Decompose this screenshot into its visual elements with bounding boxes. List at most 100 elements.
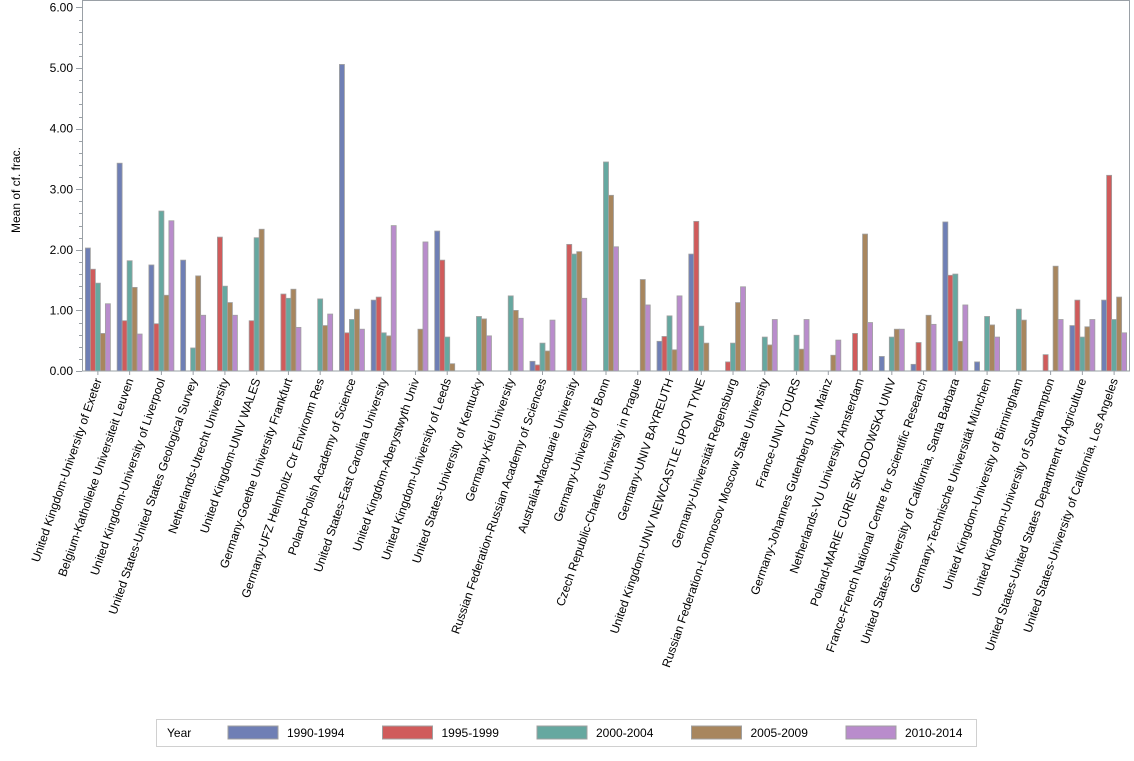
- bar-2010-2014: [168, 220, 175, 372]
- bar-1990-1994: [116, 162, 123, 372]
- bar-1995-1999: [89, 268, 96, 372]
- bar-2005-2009: [639, 279, 646, 372]
- bar-2010-2014: [1057, 319, 1064, 372]
- bar-2005-2009: [322, 325, 329, 372]
- bar-2005-2009: [830, 354, 837, 372]
- bar-2010-2014: [803, 319, 810, 372]
- bar-2005-2009: [512, 310, 519, 372]
- bar-2010-2014: [486, 335, 492, 372]
- bar-2005-2009: [354, 308, 360, 372]
- legend-label: 2000-2004: [596, 726, 654, 740]
- bar-1990-1994: [1101, 299, 1108, 372]
- bar-2010-2014: [104, 303, 111, 372]
- bar-2005-2009: [608, 194, 614, 372]
- bar-2000-2004: [190, 347, 197, 372]
- bar-2005-2009: [449, 363, 456, 372]
- bars-layer: [84, 64, 1128, 372]
- y-axis-label: Mean of cf. frac.: [9, 147, 23, 233]
- bar-2010-2014: [200, 314, 207, 372]
- bar-1990-1994: [339, 64, 345, 372]
- legend-label: 2010-2014: [905, 726, 963, 740]
- bar-1995-1999: [1042, 354, 1049, 372]
- bar-2005-2009: [290, 288, 297, 372]
- bar-2005-2009: [989, 324, 995, 372]
- bar-1990-1994: [910, 363, 917, 372]
- bar-2000-2004: [730, 342, 736, 372]
- bar-1995-1999: [725, 361, 731, 372]
- bar-1990-1994: [1069, 325, 1076, 372]
- bar-2005-2009: [481, 318, 487, 372]
- y-tick-label: 0.00: [50, 364, 74, 378]
- bar-2005-2009: [131, 286, 138, 372]
- bar-2010-2014: [359, 328, 365, 372]
- bar-2000-2004: [253, 237, 260, 372]
- bar-1990-1994: [942, 221, 949, 372]
- bar-2005-2009: [576, 251, 583, 372]
- bar-2005-2009: [385, 335, 392, 372]
- bar-2010-2014: [232, 314, 238, 372]
- bar-2010-2014: [1089, 319, 1096, 372]
- legend-swatch-1990-1994: [227, 725, 279, 740]
- bar-2005-2009: [227, 302, 233, 372]
- bar-2005-2009: [893, 328, 900, 372]
- bar-2010-2014: [136, 333, 143, 372]
- bar-2010-2014: [295, 326, 302, 372]
- bar-2010-2014: [994, 336, 1000, 372]
- y-tick-label: 5.00: [50, 61, 74, 75]
- bar-1995-1999: [1074, 299, 1081, 372]
- bar-2010-2014: [898, 328, 905, 372]
- bar-1990-1994: [656, 340, 663, 372]
- bar-2005-2009: [163, 294, 170, 372]
- bar-2000-2004: [1079, 336, 1086, 372]
- bar-2005-2009: [703, 342, 710, 372]
- bar-1990-1994: [434, 230, 441, 372]
- bar-1995-1999: [121, 320, 128, 372]
- bar-2010-2014: [644, 304, 651, 372]
- bar-2005-2009: [798, 348, 805, 372]
- bar-1995-1999: [566, 243, 573, 372]
- bar-2010-2014: [930, 323, 937, 372]
- bar-1995-1999: [280, 293, 287, 372]
- legend-label: 1995-1999: [442, 726, 500, 740]
- bar-1990-1994: [370, 299, 377, 372]
- bar-2010-2014: [549, 319, 556, 372]
- bar-2000-2004: [349, 319, 355, 372]
- y-tick-label: 2.00: [50, 243, 74, 257]
- legend-title: Year: [167, 726, 191, 740]
- bar-1995-1999: [153, 323, 160, 372]
- y-axis: 0.00 1.00 2.00 3.00 4.00 5.00 6.00: [50, 1, 82, 378]
- bar-2010-2014: [581, 297, 588, 372]
- bar-2010-2014: [517, 317, 524, 372]
- bar-2000-2004: [285, 297, 292, 372]
- legend-swatch-2000-2004: [536, 725, 588, 740]
- bar-2000-2004: [158, 210, 165, 372]
- legend-swatch-1995-1999: [382, 725, 433, 740]
- bar-2010-2014: [962, 304, 969, 372]
- x-tick-label: Netherlands-Utrecht University: [165, 376, 231, 535]
- bar-2000-2004: [380, 332, 387, 372]
- bar-1995-1999: [661, 336, 668, 372]
- bar-1995-1999: [439, 259, 446, 372]
- bar-1995-1999: [852, 333, 858, 372]
- y-tick-label: 1.00: [50, 303, 74, 317]
- bar-1995-1999: [915, 342, 922, 372]
- bar-2000-2004: [666, 315, 673, 372]
- bar-2010-2014: [1121, 332, 1128, 372]
- bar-2010-2014: [867, 322, 873, 372]
- bar-1990-1994: [974, 361, 980, 372]
- bar-1995-1999: [344, 332, 350, 372]
- bar-2000-2004: [539, 342, 546, 372]
- x-tick-label: Australia-Macquarie University: [515, 376, 581, 534]
- bar-2000-2004: [126, 260, 133, 372]
- bar-1995-1999: [693, 220, 700, 372]
- bar-2000-2004: [952, 273, 959, 372]
- bar-2000-2004: [317, 298, 324, 372]
- bar-2005-2009: [1116, 296, 1123, 372]
- bar-1990-1994: [148, 264, 155, 372]
- bar-2005-2009: [766, 344, 773, 372]
- legend-label: 1990-1994: [287, 726, 345, 740]
- bar-1990-1994: [180, 259, 187, 372]
- bar-2005-2009: [925, 314, 932, 372]
- bar-1995-1999: [248, 320, 255, 372]
